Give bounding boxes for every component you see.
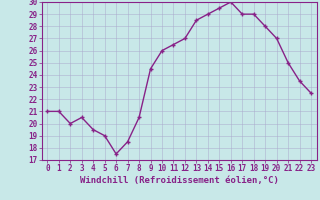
- X-axis label: Windchill (Refroidissement éolien,°C): Windchill (Refroidissement éolien,°C): [80, 176, 279, 185]
